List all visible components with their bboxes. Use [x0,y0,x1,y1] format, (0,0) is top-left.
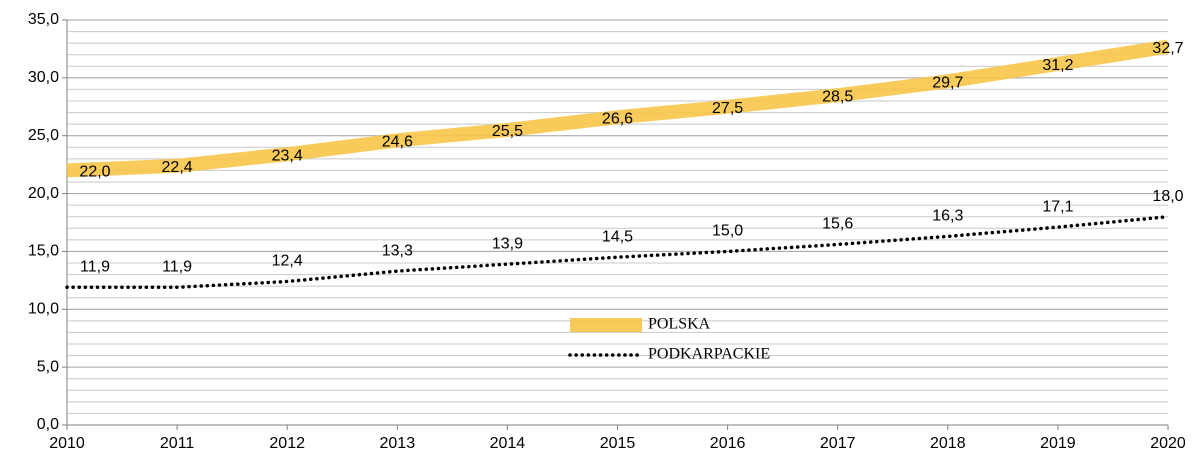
x-tick-label: 2012 [269,435,305,452]
data-label: 31,2 [1042,57,1073,74]
series-line [66,39,1170,178]
data-label: 23,4 [272,147,303,164]
y-tick-label: 25,0 [28,127,59,144]
data-label: 16,3 [932,208,963,225]
x-tick-label: 2019 [1040,435,1076,452]
x-tick-label: 2016 [710,435,746,452]
data-label: 18,0 [1152,188,1183,205]
data-label: 15,0 [712,223,743,240]
y-tick-label: 30,0 [28,69,59,86]
data-label: 24,6 [382,134,413,151]
x-tick-label: 2015 [600,435,636,452]
data-label: 15,6 [822,216,853,233]
data-label: 28,5 [822,88,853,105]
y-tick-label: 10,0 [28,301,59,318]
y-tick-label: 5,0 [37,358,59,375]
data-label: 11,9 [162,259,192,276]
data-label: 13,9 [492,235,523,252]
data-label: 12,4 [272,253,303,270]
data-label: 22,4 [162,159,193,176]
legend-label: PODKARPACKIE [648,346,770,363]
x-tick-label: 2018 [930,435,966,452]
x-tick-label: 2010 [49,435,85,452]
data-label: 27,5 [712,100,743,117]
x-tick-label: 2011 [160,435,195,452]
data-label: 26,6 [602,110,633,127]
data-label: 22,0 [79,164,110,181]
data-label: 13,3 [382,242,413,259]
legend-label: POLSKA [648,316,711,333]
data-label: 11,9 [80,259,110,276]
y-tick-label: 15,0 [28,243,59,260]
x-tick-label: 2013 [380,435,416,452]
x-tick-label: 2017 [820,435,856,452]
data-label: 14,5 [602,228,633,245]
y-tick-label: 35,0 [28,11,59,28]
data-label: 17,1 [1042,198,1073,215]
y-tick-label: 0,0 [37,416,59,433]
data-label: 32,7 [1152,40,1183,57]
y-tick-label: 20,0 [28,185,59,202]
series-line [65,214,1170,290]
x-tick-label: 2020 [1150,435,1186,452]
data-label: 29,7 [932,75,963,92]
data-label: 25,5 [492,123,523,140]
x-tick-label: 2014 [490,435,526,452]
